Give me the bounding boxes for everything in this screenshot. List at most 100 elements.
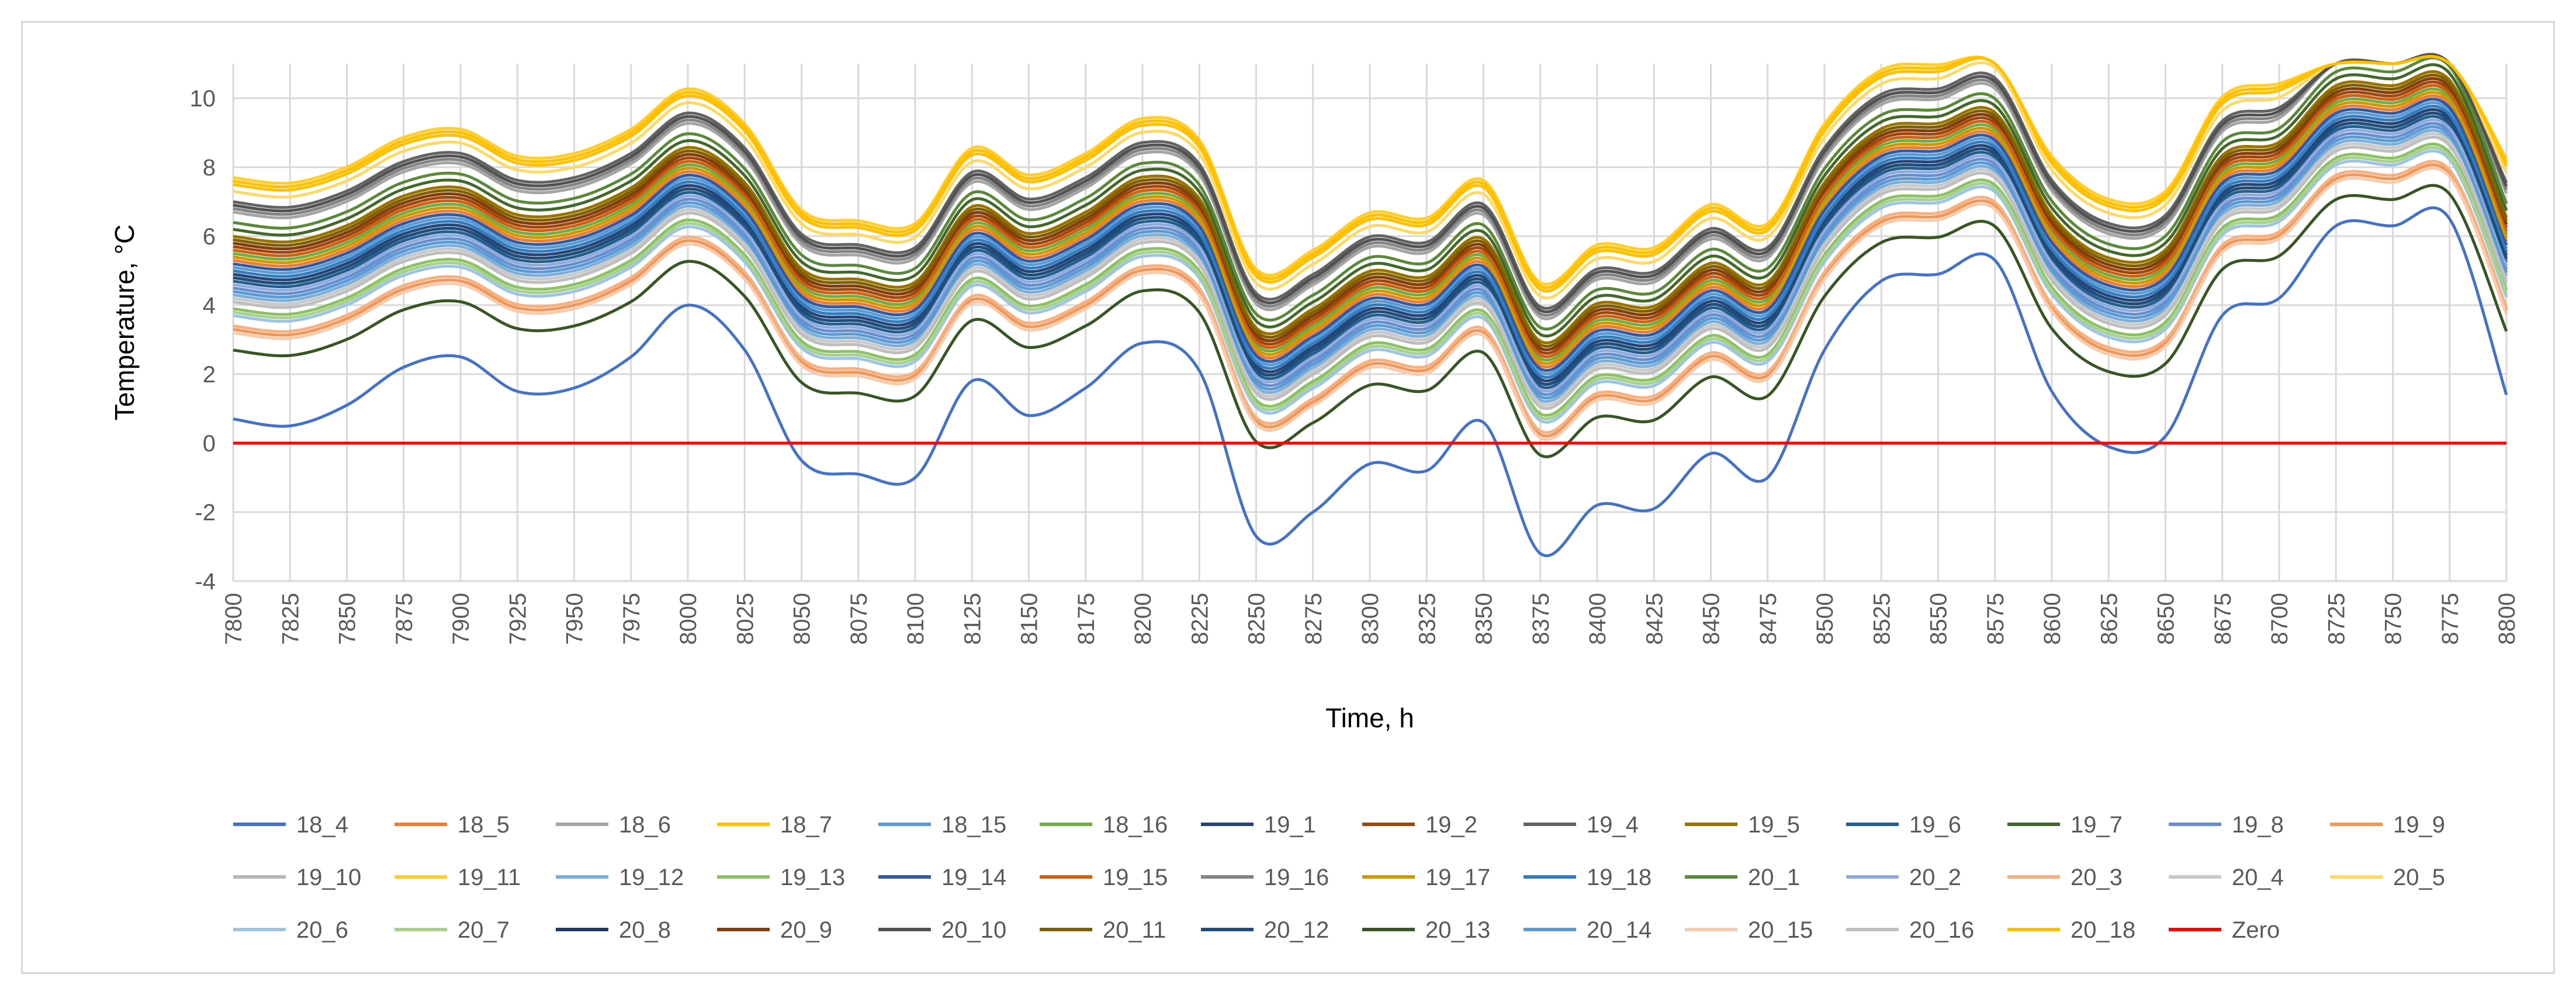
legend-label: 18_16: [1103, 812, 1168, 838]
legend-label: 19_14: [941, 865, 1006, 890]
x-tick-label: 8500: [1812, 593, 1838, 645]
x-tick-label: 8275: [1301, 593, 1327, 645]
x-tick-label: 7975: [619, 593, 645, 645]
x-tick-label: 8450: [1699, 593, 1725, 645]
legend-item-20_4: 20_4: [2169, 865, 2284, 890]
legend-item-20_8: 20_8: [556, 917, 671, 943]
series-line-19_2: [233, 80, 2508, 355]
series-lines: [233, 53, 2508, 557]
legend-item-19_14: 19_14: [878, 865, 1006, 890]
legend-item-18_5: 18_5: [394, 812, 510, 838]
series-line-18_7: [233, 54, 2508, 293]
legend-item-20_6: 20_6: [233, 917, 348, 943]
legend-label: 19_18: [1587, 865, 1651, 890]
x-tick-label: 8225: [1187, 593, 1213, 645]
series-line-20_10: [233, 53, 2508, 313]
series-line-19_1: [233, 108, 2508, 382]
x-tick-label: 8300: [1358, 593, 1383, 645]
legend-label: 19_13: [780, 865, 845, 890]
x-tick-label: 8175: [1074, 593, 1099, 645]
series-line-19_17: [233, 91, 2508, 365]
series-line-20_14: [233, 125, 2508, 400]
legend-label: 20_3: [2071, 865, 2123, 890]
y-tick-label: 8: [203, 155, 216, 181]
legend-label: 18_5: [458, 812, 510, 838]
line-chart: -4 -2 0 2 4 6 8 10 7800 7825 7850 7875 7900 7925 7950…: [109, 53, 2520, 943]
legend-item-19_7: 19_7: [2007, 812, 2123, 838]
x-tick-label: 8050: [790, 593, 815, 645]
legend-item-19_17: 19_17: [1362, 865, 1490, 890]
legend-label: 20_1: [1748, 865, 1800, 890]
legend-item-18_16: 18_16: [1040, 812, 1168, 838]
x-tick-labels: 7800 7825 7850 7875 7900 7925 7950 7975 8000 8025…: [221, 593, 2520, 645]
x-tick-label: 8600: [2040, 593, 2065, 645]
legend-label: 20_5: [2393, 865, 2445, 890]
legend-item-18_4: 18_4: [233, 812, 348, 838]
series-line-19_18: [233, 105, 2508, 379]
series-line-20_3: [233, 160, 2508, 434]
legend-item-19_5: 19_5: [1685, 812, 1800, 838]
legend-item-18_6: 18_6: [556, 812, 671, 838]
series-line-20_5: [233, 54, 2508, 300]
legend-label: 18_15: [941, 812, 1006, 838]
x-tick-label: 8575: [1983, 593, 2009, 645]
x-tick-label: 7950: [562, 593, 588, 645]
series-line-19_4: [233, 53, 2508, 310]
legend-item-20_15: 20_15: [1685, 917, 1813, 943]
legend-item-18_7: 18_7: [717, 812, 832, 838]
legend-label: 20_14: [1587, 917, 1651, 943]
legend-item-20_11: 20_11: [1040, 917, 1166, 943]
x-tick-label: 8000: [676, 593, 701, 645]
legend-label: 19_11: [458, 865, 521, 890]
legend-item-19_11: 19_11: [394, 865, 521, 890]
y-axis-label: Temperature, °C: [109, 224, 140, 420]
chart-frame: -4 -2 0 2 4 6 8 10 7800 7825 7850 7875 7900 7925 7950…: [21, 21, 2555, 974]
legend-item-19_9: 19_9: [2330, 812, 2445, 838]
legend-label: 20_11: [1103, 917, 1166, 943]
legend-label: 19_9: [2393, 812, 2445, 838]
x-tick-label: 8750: [2381, 593, 2407, 645]
series-line-20_16: [233, 136, 2508, 410]
legend-item-19_1: 19_1: [1201, 812, 1316, 838]
legend-item-20_12: 20_12: [1201, 917, 1329, 943]
legend-label: 20_15: [1748, 917, 1813, 943]
series-line-18_4: [233, 206, 2508, 557]
series-line-19_9: [233, 163, 2508, 438]
legend-item-19_4: 19_4: [1524, 812, 1639, 838]
series-line-18_5: [233, 94, 2508, 369]
legend-label: 20_13: [1425, 917, 1490, 943]
legend-item-20_1: 20_1: [1685, 865, 1800, 890]
x-tick-label: 8250: [1244, 593, 1270, 645]
legend-item-19_18: 19_18: [1524, 865, 1651, 890]
legend-item-20_14: 20_14: [1524, 917, 1651, 943]
x-axis-label: Time, h: [1325, 703, 1414, 733]
y-tick-label: 10: [190, 86, 216, 112]
legend-item-20_13: 20_13: [1362, 917, 1490, 943]
series-line-20_9: [233, 77, 2508, 351]
legend-item-20_18: 20_18: [2007, 917, 2135, 943]
x-tick-label: 8150: [1017, 593, 1043, 645]
series-line-19_15: [233, 84, 2508, 358]
x-tick-label: 7800: [221, 593, 247, 645]
legend-item-Zero: Zero: [2169, 917, 2280, 943]
legend-item-20_2: 20_2: [1846, 865, 1961, 890]
legend-label: 19_6: [1909, 812, 1961, 838]
series-line-20_13: [233, 184, 2508, 458]
legend-item-19_6: 19_6: [1846, 812, 1961, 838]
legend-label: 20_6: [296, 917, 348, 943]
legend-label: 20_7: [458, 917, 510, 943]
x-tick-label: 8400: [1585, 593, 1611, 645]
series-line-18_15: [233, 101, 2508, 376]
x-tick-label: 7925: [505, 593, 531, 645]
x-tick-label: 8350: [1471, 593, 1497, 645]
series-line-20_4: [233, 132, 2508, 407]
series-line-20_11: [233, 74, 2508, 348]
x-tick-label: 8475: [1756, 593, 1781, 645]
x-tick-label: 8325: [1414, 593, 1440, 645]
series-line-19_14: [233, 98, 2508, 372]
x-tick-label: 8425: [1642, 593, 1667, 645]
x-tick-label: 8650: [2153, 593, 2179, 645]
x-tick-label: 7825: [278, 593, 303, 645]
y-tick-label: 4: [203, 293, 216, 319]
series-line-19_7: [233, 63, 2508, 338]
